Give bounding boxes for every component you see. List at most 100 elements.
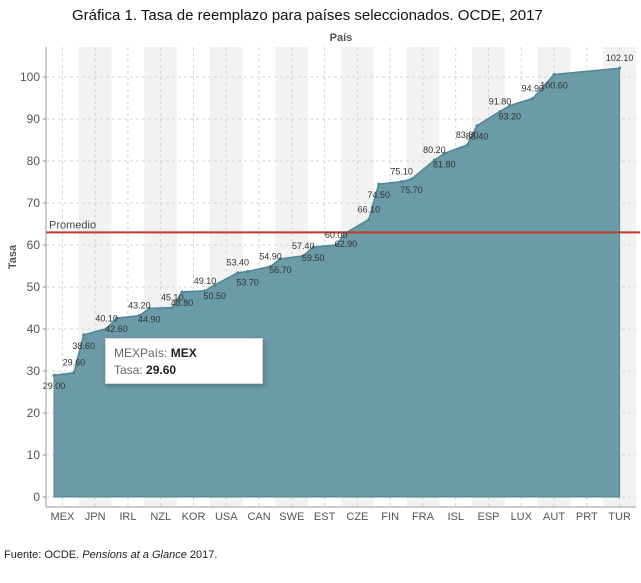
x-tick-label-tur: TUR — [608, 511, 631, 523]
x-tick-label-aut: AUT — [543, 511, 565, 523]
data-label-tur: 102.10 — [606, 53, 634, 63]
point-can — [269, 264, 273, 268]
point-usa — [213, 283, 217, 287]
data-label-irl: 43.20 — [128, 301, 151, 311]
data-label-lux: 94.90 — [521, 83, 544, 93]
point-esp — [475, 124, 479, 128]
promedio-label: Promedio — [49, 219, 96, 231]
data-label-est: 59.50 — [302, 253, 325, 263]
y-tick-label: 40 — [27, 322, 41, 336]
y-tick-label: 20 — [27, 406, 41, 420]
reference-layer: Promedio — [46, 219, 640, 234]
point-mex — [52, 373, 56, 377]
tooltip-rate-label: Tasa: — [114, 363, 143, 377]
x-tick-label-est: EST — [314, 511, 336, 523]
data-label-nzl: 44.90 — [138, 314, 161, 324]
point-kor — [180, 290, 184, 294]
data-label-esp: 88.40 — [466, 132, 489, 142]
data-label-cze: 62.90 — [335, 239, 358, 249]
x-tick-label-cze: CZE — [346, 511, 368, 523]
point-lux — [508, 104, 512, 108]
point-esp — [498, 109, 502, 113]
data-label-can: 53.70 — [236, 277, 259, 287]
point-est — [311, 245, 315, 249]
x-axis-title: País — [330, 32, 353, 44]
point-est — [334, 243, 338, 247]
point-can — [246, 269, 250, 273]
x-tick-label-irl: IRL — [119, 511, 136, 523]
data-label-fra: 75.70 — [400, 185, 423, 195]
point-cze — [367, 217, 371, 221]
x-tick-label-can: CAN — [247, 511, 270, 523]
y-tick-label: 70 — [27, 196, 41, 210]
point-irl — [137, 314, 141, 318]
chart-title: Gráfica 1. Tasa de reemplazo para países… — [72, 7, 543, 24]
x-tick-label-nzl: NZL — [150, 511, 171, 523]
area-layer — [52, 66, 622, 498]
data-label-isl: 83.80 — [456, 130, 479, 140]
data-label-fin: 75.10 — [390, 167, 413, 177]
data-label-nzl: 45.10 — [161, 293, 184, 303]
point-kor — [203, 289, 207, 293]
x-tick-label-mex: MEX — [50, 511, 75, 523]
point-swe — [301, 254, 305, 258]
x-tick-label-isl: ISL — [447, 511, 464, 523]
data-label-irl: 42.60 — [105, 324, 128, 334]
data-label-esp: 91.80 — [489, 96, 512, 106]
y-tick-label: 80 — [27, 154, 41, 168]
y-tick-label: 90 — [27, 112, 41, 126]
data-label-usa: 50.50 — [204, 291, 227, 301]
data-label-can: 54.90 — [259, 251, 282, 261]
y-tick-label: 30 — [27, 364, 41, 378]
data-label-fra: 80.20 — [423, 145, 446, 155]
point-irl — [114, 316, 118, 320]
tooltip-country-value: MEX — [170, 346, 197, 360]
point-nzl — [147, 306, 151, 310]
data-label-jpn: 40.10 — [95, 314, 118, 324]
axes: 0 10 20 30 40 50 60 70 80 90 100 MEX JPN IRL NZL KOR USA… — [7, 32, 636, 523]
source-note: Fuente: OCDE. Pensions at a Glance 2017. — [4, 549, 217, 561]
x-tick-label-fin: FIN — [381, 511, 399, 523]
hover-tooltip: MEXPaís: MEX Tasa: 29.60 — [105, 338, 263, 384]
data-label-fin: 74.50 — [367, 190, 390, 200]
point-fin — [400, 180, 404, 184]
y-axis-title: Tasa — [7, 244, 19, 269]
source-prefix: Fuente: OCDE. — [4, 549, 83, 561]
tooltip-rate-value: 29.60 — [146, 363, 177, 377]
point-fra — [432, 158, 436, 162]
data-label-cze: 66.10 — [358, 204, 381, 214]
tooltip-row-country: MEXPaís: MEX — [114, 346, 197, 360]
data-label-kor: 48.80 — [171, 298, 194, 308]
y-tick-label: 100 — [20, 70, 40, 84]
data-label-lux: 93.20 — [499, 112, 522, 122]
tasa-area — [53, 67, 621, 498]
point-jpn — [82, 333, 86, 337]
point-isl — [465, 143, 469, 147]
point-fin — [377, 182, 381, 186]
data-label-usa: 53.40 — [226, 258, 249, 268]
data-label-est: 60.00 — [325, 230, 348, 240]
point-fra — [409, 177, 413, 181]
data-label-mex: 29.00 — [43, 381, 66, 391]
tooltip-country-label: MEXPaís: — [114, 346, 168, 360]
point-lux — [531, 96, 535, 100]
source-suffix: 2017. — [186, 549, 218, 561]
x-tick-label-kor: KOR — [182, 511, 206, 523]
data-label-swe: 56.70 — [269, 265, 292, 275]
x-tick-label-prt: PRT — [576, 511, 598, 523]
point-nzl — [170, 306, 174, 310]
data-label-kor: 49.10 — [194, 276, 217, 286]
data-label-aut: 100.60 — [540, 80, 568, 90]
point-tur — [618, 66, 622, 70]
data-label-isl: 81.80 — [433, 159, 456, 169]
point-aut — [552, 72, 556, 76]
point-usa — [236, 271, 240, 275]
tooltip-row-rate: Tasa: 29.60 — [114, 363, 176, 377]
x-tick-label-esp: ESP — [477, 511, 499, 523]
x-tick-label-lux: LUX — [511, 511, 533, 523]
x-tick-label-jpn: JPN — [85, 511, 106, 523]
point-isl — [442, 151, 446, 155]
y-tick-label: 60 — [27, 238, 41, 252]
